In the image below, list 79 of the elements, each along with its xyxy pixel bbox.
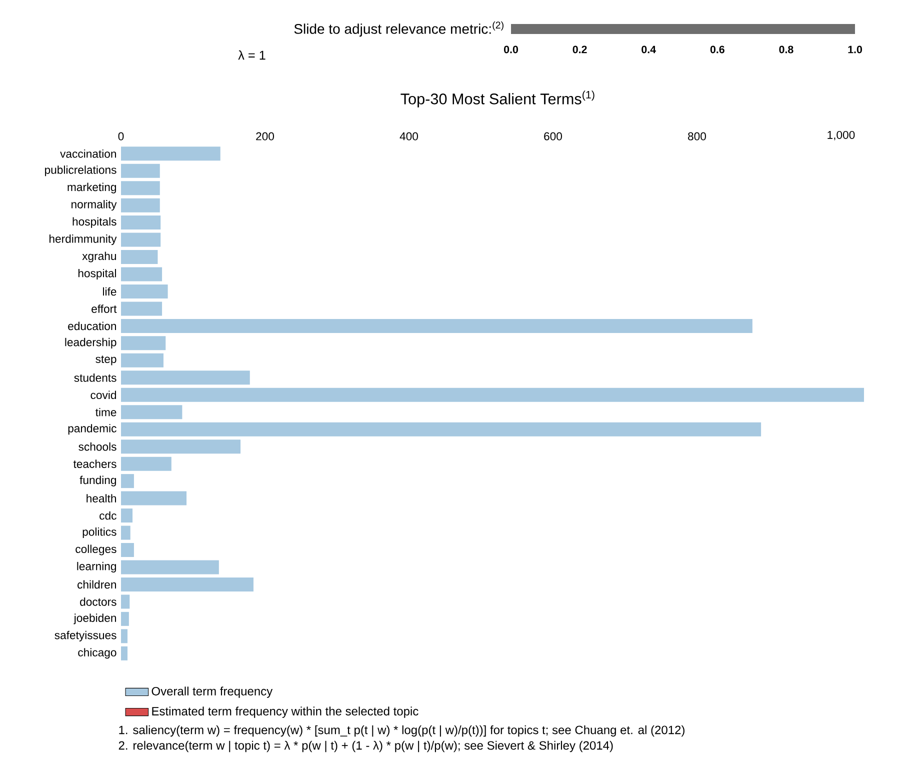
bar [121,577,254,592]
y-tick-label: step [96,356,116,366]
x-tick-label: 0.6 [710,46,724,54]
y-tick-label: time [95,408,116,416]
bar [121,232,161,247]
y-tick-label: students [74,373,116,382]
y-tick-label: Slide to adjust relevance metric:$^{(2)}$ [294,21,504,37]
bar [121,456,172,471]
bar [121,164,160,178]
x-tick-label: 0.0 [504,46,518,54]
y-tick-label: hospital [78,268,116,280]
bar [121,440,241,454]
x-tick-label: 800 [688,132,706,140]
y-tick-label: children [78,580,116,589]
y-tick-label: chicago [78,648,116,659]
legend-label: Overall term frequency [152,686,273,698]
y-tick-label: safetyissues [54,630,116,642]
bar [121,594,130,609]
y-tick-label: hospitals [72,217,116,228]
y-tick-label: health [86,494,116,502]
bar [121,388,864,402]
y-tick-label: colleges [76,544,116,556]
y-tick-label: pandemic [68,424,116,435]
bar [121,508,133,523]
bar [121,181,160,196]
y-tick-label: covid [90,390,116,400]
bar [121,250,158,264]
x-tick-label: 1,000 [828,130,855,140]
x-tick-label: 400 [400,132,418,140]
bar [121,560,219,574]
y-tick-label: publicrelations [45,166,116,176]
y-tick-label: education [68,322,116,330]
text: λ = 1 [238,50,266,60]
y-tick-label: teachers [73,460,116,468]
bar [121,267,162,282]
bar [121,422,762,436]
bar [121,542,134,557]
chart-title: Top-30 Most Salient Terms$^{(1)}$ [400,90,594,108]
x-tick-label: 0.4 [642,46,656,54]
y-tick-label: herdimmunity [50,234,117,246]
bar [121,370,250,385]
text: 1. saliency(term w) = frequency(w) * [sum_t p(t | w) * log(p(t | w)/p(t))] for topics t; see Chuang et. al (2012) [119,725,684,737]
bar [121,284,168,298]
y-tick-label: politics [82,527,116,538]
bar [121,216,161,230]
y-tick-label: normality [72,200,117,211]
x-tick-label: 1.0 [848,46,862,54]
bar [121,405,182,420]
x-tick-label: 0.8 [779,46,794,54]
x-tick-label: 0 [118,132,124,140]
bar [121,146,220,161]
y-tick-label: learning [77,562,116,572]
y-tick-label: joebiden [74,614,116,624]
y-tick-label: xgrahu [82,252,116,262]
bar [121,526,130,540]
bar [121,646,128,660]
y-tick-label: cdc [100,511,116,520]
legend-label: Estimated term frequency within the selected topic [152,706,418,718]
y-tick-label: marketing [68,182,116,194]
bar [121,318,752,333]
bar [121,629,128,644]
bar [121,336,166,350]
bar [121,353,164,368]
bar [121,491,187,506]
x-tick-label: 200 [256,132,274,140]
y-tick-label: vaccination [60,149,116,158]
x-tick-label: 600 [544,132,562,140]
bar [121,198,160,212]
y-tick-label: schools [78,442,116,451]
y-tick-label: doctors [80,598,116,606]
bar [121,302,162,316]
x-tick-label: 0.2 [572,46,587,54]
y-tick-label: life [103,287,116,296]
y-tick-label: leadership [65,338,116,348]
bar [121,474,134,488]
text: 2. relevance(term w | topic t) = λ * p(w | t) + (1 - λ) * p(w | t)/p(w); see Sievert & Shirley (2014) [118,740,613,752]
y-tick-label: effort [92,304,117,313]
bar [121,612,129,626]
y-tick-label: funding [80,476,116,486]
